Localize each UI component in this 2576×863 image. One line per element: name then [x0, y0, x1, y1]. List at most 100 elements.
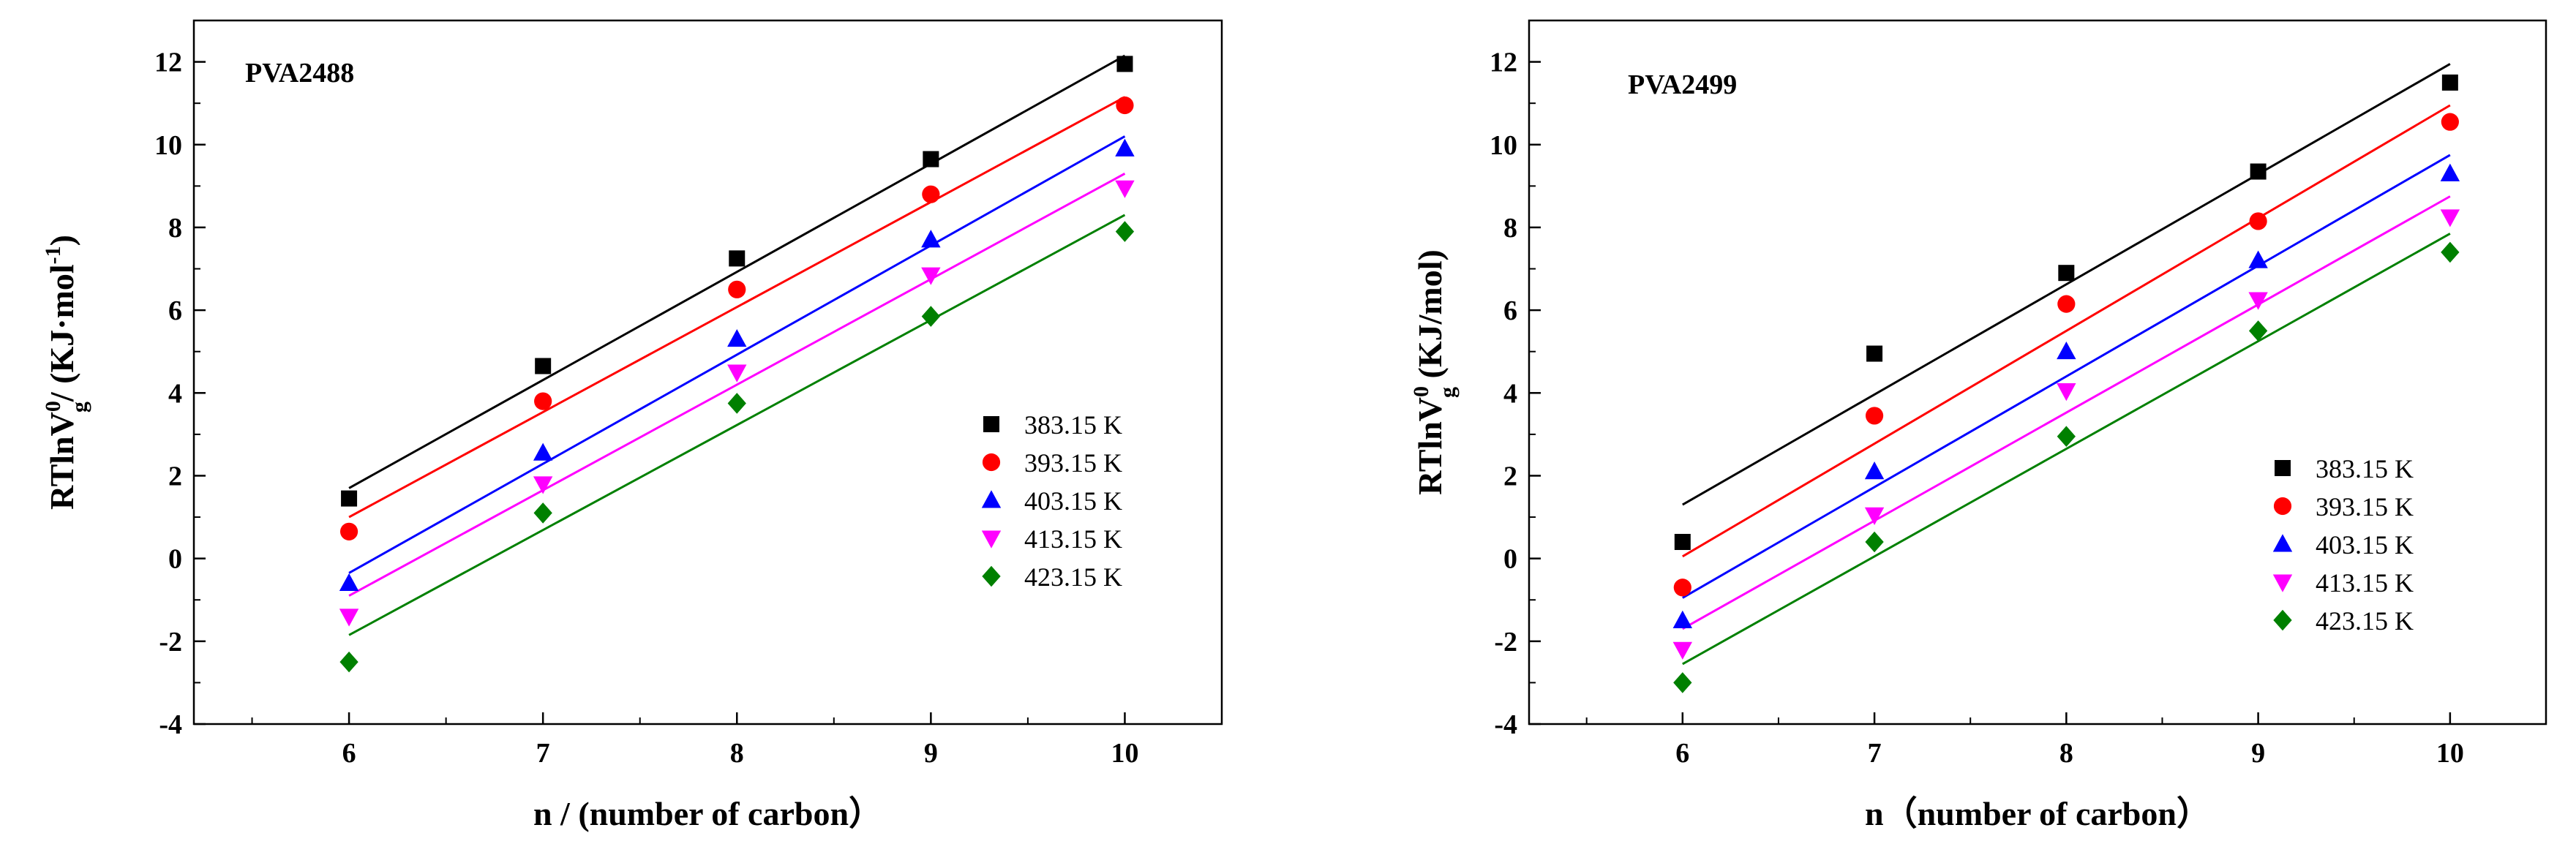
data-point — [727, 364, 747, 382]
fit-line-40315 — [348, 135, 1126, 574]
x-axis-title: n（number of carbon） — [1865, 795, 2210, 832]
x-tick-label: 7 — [536, 738, 550, 769]
legend-marker — [981, 530, 1002, 549]
data-point — [2057, 383, 2076, 402]
data-point — [727, 328, 747, 347]
data-point — [533, 442, 553, 461]
fit-line-41315 — [1682, 195, 2451, 630]
data-point — [1672, 641, 1693, 660]
legend-label: 403.15 K — [1024, 486, 1122, 516]
panel-title: PVA2499 — [1628, 69, 1737, 100]
y-tick-label: 2 — [1503, 461, 1517, 491]
data-point — [2249, 212, 2267, 230]
data-point — [1115, 180, 1135, 198]
data-point — [341, 490, 358, 507]
legend-marker — [2273, 497, 2292, 516]
data-point — [339, 573, 359, 592]
data-point — [728, 280, 746, 298]
plot-frame — [1528, 19, 2547, 726]
y-tick-label: -2 — [1494, 627, 1517, 657]
data-point — [534, 392, 552, 410]
data-point — [2057, 341, 2076, 360]
x-tick-label: 8 — [2059, 738, 2073, 769]
x-tick-label: 8 — [730, 738, 744, 769]
legend-marker — [982, 453, 1001, 472]
data-point — [923, 151, 939, 167]
y-axis-title: RTlnV0 g (KJ/mol) — [1409, 249, 1460, 495]
data-point — [535, 358, 552, 374]
x-tick-label: 10 — [2436, 738, 2464, 769]
legend-label: 383.15 K — [1024, 410, 1122, 440]
legend-label: 413.15 K — [2316, 568, 2414, 598]
data-point — [533, 476, 553, 494]
y-tick-label: -2 — [159, 627, 182, 657]
y-tick-label: 2 — [168, 461, 182, 491]
data-point — [339, 522, 358, 540]
data-point — [2058, 265, 2075, 282]
y-tick-label: 6 — [1503, 295, 1517, 326]
data-point — [2440, 209, 2460, 227]
plot-frame — [192, 19, 1223, 726]
x-axis-title: n / (number of carbon） — [533, 795, 882, 832]
legend-label: 393.15 K — [1024, 448, 1122, 478]
data-point — [2057, 426, 2076, 448]
fit-line-42315 — [348, 214, 1126, 636]
fit-line-38315 — [1682, 63, 2451, 506]
fit-line-39315 — [1682, 104, 2451, 558]
x-tick-label: 9 — [2251, 738, 2265, 769]
legend-marker — [983, 416, 999, 432]
fit-line-39315 — [348, 96, 1126, 519]
data-point — [1672, 610, 1693, 628]
y-tick-label: 6 — [168, 295, 182, 326]
fit-line-38315 — [348, 54, 1126, 489]
legend-marker — [2272, 534, 2293, 552]
x-tick-label: 10 — [1111, 738, 1138, 769]
data-point — [1864, 461, 1885, 480]
fit-line-41315 — [348, 173, 1126, 597]
legend-label: 383.15 K — [2316, 454, 2414, 483]
legend-marker — [982, 565, 1001, 587]
y-tick-label: 0 — [168, 544, 182, 575]
data-point — [1673, 579, 1691, 597]
data-point — [533, 502, 552, 524]
data-point — [1865, 407, 1884, 425]
data-point — [1674, 534, 1691, 551]
data-point — [2441, 113, 2459, 131]
chart-panel-2: -4 -2 0 2 4 6 8 10 12 6 7 8 9 10 PVA2499 n（number of ca… — [1409, 19, 2547, 832]
x-tick-label: 7 — [1868, 738, 1882, 769]
panel-title: PVA2488 — [245, 58, 354, 88]
legend-label: 413.15 K — [1024, 524, 1122, 554]
legend-label: 393.15 K — [2316, 492, 2414, 521]
fit-line-42315 — [1682, 233, 2451, 666]
data-point — [2057, 295, 2076, 313]
y-tick-label: -4 — [159, 709, 182, 740]
y-tick-label: -4 — [1494, 709, 1517, 740]
data-point — [922, 185, 940, 203]
y-tick-label: 4 — [168, 378, 182, 409]
data-point — [1866, 345, 1883, 362]
data-point — [1116, 56, 1133, 72]
y-tick-label: 12 — [1490, 48, 1517, 78]
legend-marker — [2273, 609, 2292, 631]
legend-marker — [2272, 574, 2293, 592]
data-point — [1865, 531, 1884, 553]
x-tick-label: 6 — [342, 738, 356, 769]
data-point — [1116, 96, 1134, 115]
data-point — [2441, 241, 2460, 263]
data-point — [921, 267, 941, 285]
x-tick-label: 6 — [1675, 738, 1689, 769]
y-tick-label: 4 — [1503, 378, 1517, 409]
y-tick-label: 10 — [1490, 130, 1517, 161]
y-tick-label: 10 — [154, 130, 182, 161]
data-point — [2248, 292, 2268, 310]
legend-marker — [2275, 460, 2291, 476]
y-tick-label: 12 — [154, 48, 182, 78]
data-point — [1115, 138, 1135, 157]
data-point — [2250, 163, 2267, 180]
y-tick-label: 0 — [1503, 544, 1517, 575]
data-point — [339, 651, 358, 673]
legend-label: 423.15 K — [2316, 606, 2414, 636]
y-tick-label: 8 — [168, 213, 182, 244]
